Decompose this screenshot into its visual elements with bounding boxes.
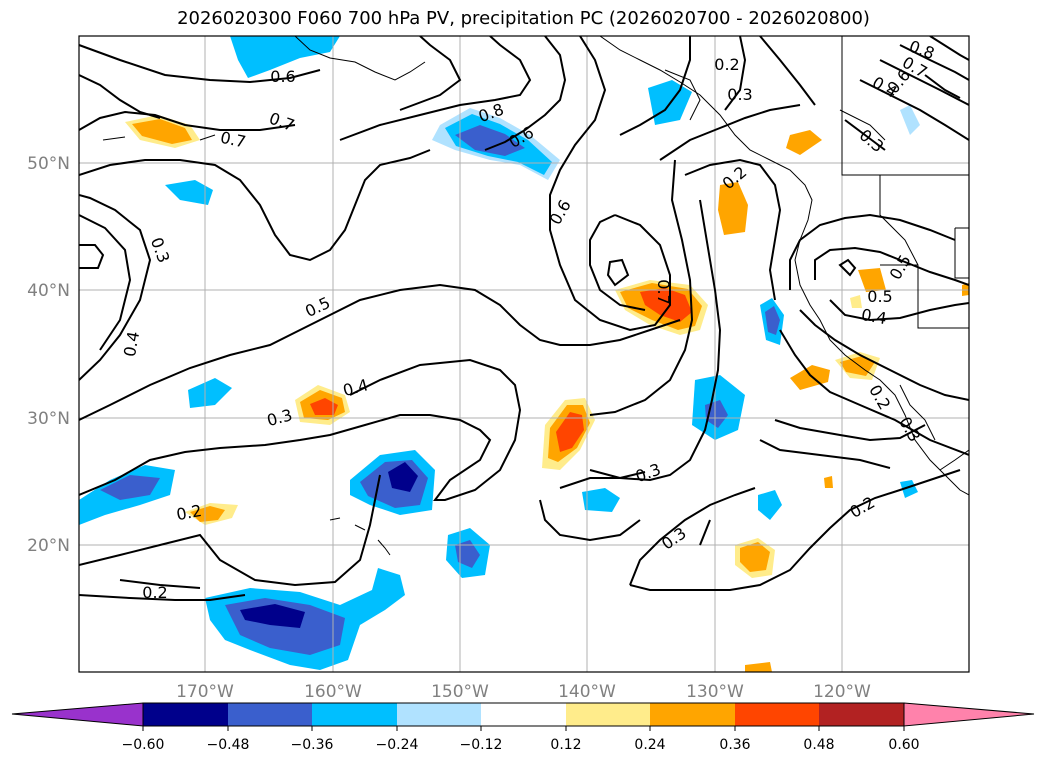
lon-label: 170°W [176,682,234,702]
colorbar-tick-label: −0.60 [122,737,165,753]
colorbar-tick-label: 0.24 [634,737,665,753]
precip-negative-patch [240,604,305,628]
precip-positive-patch [132,119,192,144]
precip-positive-patch [858,268,886,292]
contour-label: 0.7 [219,128,248,152]
precip-positive-patch [310,398,338,415]
precip-negative-patch [188,378,232,408]
precip-negative-patch [455,540,480,568]
precip-positive-patch [640,288,692,322]
precip-negative-patch [100,475,160,500]
precip-negative-patch [165,180,213,205]
colorbar: −0.60 −0.48 −0.36 −0.24 −0.12 0.12 0.24 … [11,702,1035,753]
colorbar-segment [312,703,397,726]
contour-label: 0.4 [860,305,888,328]
precip-negative-patch [455,125,525,156]
contour-label: 0.6 [270,67,295,86]
colorbar-tick-label: −0.12 [460,737,503,753]
precip-negative-patch [582,488,620,512]
lat-label: 20°N [27,536,70,556]
lon-label: 120°W [813,682,871,702]
colorbar-low-extend [11,702,144,727]
precip-positive-patch [740,542,770,572]
colorbar-segment [228,703,312,726]
latitude-labels: 50°N 40°N 30°N 20°N [27,154,70,556]
contour-label: 0.2 [714,55,739,74]
colorbar-tick-label: 0.60 [888,737,919,753]
precip-positive-patch [190,506,225,522]
map-title: 2026020300 F060 700 hPa PV, precipitatio… [177,8,870,29]
precip-positive-patch [786,130,822,155]
precip-positive-patch [824,476,833,488]
lon-label: 160°W [304,682,362,702]
colorbar-segment [566,703,650,726]
colorbar-segment [819,703,904,726]
precip-positive-patch [556,412,584,452]
precip-positive-patch [745,662,772,672]
lon-label: 140°W [558,682,616,702]
pv-contours [79,36,969,601]
map-frame [78,35,970,673]
contour-label: 0.5 [867,287,892,306]
lat-label: 30°N [27,409,70,429]
contour-label: 0.3 [727,85,752,104]
lon-label: 130°W [686,682,744,702]
contour-label: 0.2 [142,583,167,602]
precip-positive-patch [850,295,862,308]
colorbar-segment [650,703,735,726]
precip-negative-patch [230,36,340,78]
lon-label: 150°W [431,682,489,702]
colorbar-high-extend [903,702,1035,727]
contour-label: 0.4 [120,330,143,358]
coastlines [102,36,969,556]
colorbar-segment [481,703,566,726]
lat-label: 50°N [27,154,70,174]
colorbar-tick-label: −0.48 [207,737,250,753]
precip-negative-patch [758,490,782,520]
contour-label: 0.7 [654,279,673,304]
precip-negative-patch [388,462,418,492]
colorbar-segment [735,703,819,726]
colorbar-tick-label: 0.12 [550,737,581,753]
colorbar-segment [143,703,228,726]
colorbar-tick-label: 0.48 [803,737,834,753]
colorbar-tick-label: −0.36 [291,737,334,753]
precip-positive-patch [718,182,748,235]
colorbar-tick-label: 0.36 [719,737,750,753]
precip-negative-patch [900,105,920,135]
contour-label: 0.2 [175,501,203,524]
colorbar-tick-label: −0.24 [376,737,419,753]
map-area: 0.6 0.7 0.7 0.8 0.6 0.2 0.3 0.8 0.7 0.6 … [79,36,969,672]
precip-negative-patch [765,306,780,335]
longitude-labels: 170°W 160°W 150°W 140°W 130°W 120°W [176,682,871,702]
lat-label: 40°N [27,281,70,301]
colorbar-segment [397,703,481,726]
precip-shading [79,36,969,672]
